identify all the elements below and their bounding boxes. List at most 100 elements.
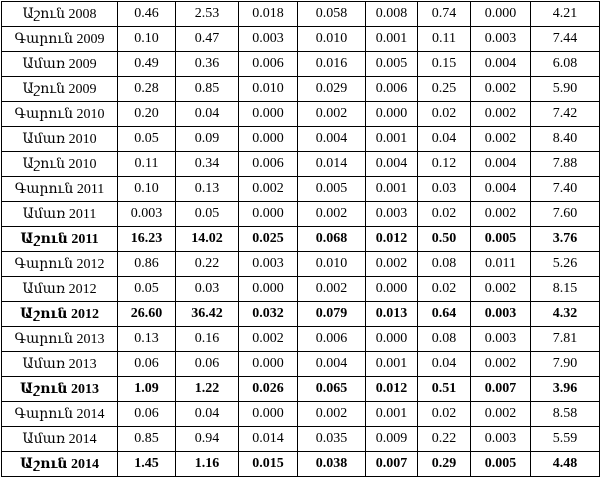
table-cell: 0.035 <box>297 426 366 452</box>
table-cell: 0.22 <box>417 426 471 452</box>
table-row: Աշուն 2009 0.28 0.85 0.010 0.029 0.006 0.25 0.0… <box>1 76 600 102</box>
table-cell: 0.002 <box>470 401 531 427</box>
table-cell: 0.018 <box>238 1 298 27</box>
table-cell: 0.006 <box>238 51 298 77</box>
table-row: Ամառ 2010 0.05 0.09 0.000 0.004 0.001 0.04 0.00… <box>1 126 600 152</box>
table-cell: 0.003 <box>470 426 531 452</box>
table-cell: 0.04 <box>417 351 471 377</box>
table-cell: 0.000 <box>238 101 298 127</box>
table-cell: 0.28 <box>117 76 176 102</box>
table-cell: 0.64 <box>417 301 471 327</box>
table-cell: 0.002 <box>297 201 366 227</box>
table-row: Աշուն 2008 0.46 2.53 0.018 0.058 0.008 0.74 0.0… <box>1 1 600 27</box>
table-cell: 0.002 <box>470 201 531 227</box>
table-cell: 0.003 <box>470 326 531 352</box>
table-cell: 0.02 <box>417 201 471 227</box>
table-cell: 5.26 <box>530 251 600 277</box>
table-cell: 0.002 <box>470 76 531 102</box>
table-cell: 0.007 <box>365 451 418 477</box>
table-cell: 0.001 <box>365 351 418 377</box>
table-cell: 0.016 <box>297 51 366 77</box>
table-cell: 14.02 <box>175 226 239 252</box>
table-cell: 4.32 <box>530 301 600 327</box>
table-cell: 2.53 <box>175 1 239 27</box>
table-row: Աշուն 2011 16.23 14.02 0.025 0.068 0.012 0.50 0… <box>1 226 600 252</box>
table-cell: 7.42 <box>530 101 600 127</box>
row-label: Ամառ 2010 <box>1 126 118 152</box>
table-cell: 0.002 <box>238 326 298 352</box>
row-label: Ամառ 2012 <box>1 276 118 302</box>
table-cell: 0.02 <box>417 276 471 302</box>
table-cell: 8.40 <box>530 126 600 152</box>
table-cell: 0.002 <box>297 276 366 302</box>
table-cell: 0.004 <box>470 151 531 177</box>
table-cell: 0.026 <box>238 376 298 402</box>
table-cell: 0.34 <box>175 151 239 177</box>
table-cell: 0.010 <box>297 251 366 277</box>
table-cell: 7.44 <box>530 26 600 52</box>
table-cell: 0.25 <box>417 76 471 102</box>
table-cell: 0.009 <box>365 426 418 452</box>
table-row: Աշուն 2014 1.45 1.16 0.015 0.038 0.007 0.29 0.0… <box>1 451 600 477</box>
table-cell: 0.003 <box>238 251 298 277</box>
table-cell: 7.81 <box>530 326 600 352</box>
table-cell: 0.02 <box>417 101 471 127</box>
table-cell: 0.001 <box>365 126 418 152</box>
table-cell: 0.02 <box>417 401 471 427</box>
table-cell: 0.04 <box>175 101 239 127</box>
table-cell: 0.13 <box>175 176 239 202</box>
table-cell: 0.005 <box>470 226 531 252</box>
table-cell: 0.000 <box>238 126 298 152</box>
table-cell: 5.90 <box>530 76 600 102</box>
table-cell: 5.59 <box>530 426 600 452</box>
row-label: Գարուն 2011 <box>1 176 118 202</box>
table-cell: 0.85 <box>175 76 239 102</box>
table-cell: 4.21 <box>530 1 600 27</box>
row-label: Գարուն 2009 <box>1 26 118 52</box>
table-cell: 1.22 <box>175 376 239 402</box>
table-cell: 0.002 <box>238 176 298 202</box>
table-cell: 0.94 <box>175 426 239 452</box>
table-row: Աշուն 2010 0.11 0.34 0.006 0.014 0.004 0.12 0.0… <box>1 151 600 177</box>
table-cell: 0.03 <box>175 276 239 302</box>
table-cell: 0.85 <box>117 426 176 452</box>
table-cell: 0.004 <box>365 151 418 177</box>
table-cell: 0.029 <box>297 76 366 102</box>
table-cell: 8.58 <box>530 401 600 427</box>
table-cell: 0.005 <box>297 176 366 202</box>
table-cell: 7.40 <box>530 176 600 202</box>
table-cell: 3.96 <box>530 376 600 402</box>
table-cell: 0.03 <box>417 176 471 202</box>
table-cell: 0.04 <box>175 401 239 427</box>
table-cell: 0.002 <box>365 251 418 277</box>
table-row: Գարուն 2014 0.06 0.04 0.000 0.002 0.001 0.02 0.… <box>1 401 600 427</box>
table-cell: 26.60 <box>117 301 176 327</box>
table-cell: 0.10 <box>117 26 176 52</box>
table-cell: 0.003 <box>470 301 531 327</box>
table-row: Ամառ 2009 0.49 0.36 0.006 0.016 0.005 0.15 0.00… <box>1 51 600 77</box>
table-cell: 0.08 <box>417 326 471 352</box>
table-cell: 0.000 <box>470 1 531 27</box>
table-cell: 0.000 <box>365 276 418 302</box>
row-label: Աշուն 2010 <box>1 151 118 177</box>
table-cell: 0.05 <box>175 201 239 227</box>
row-label: Աշուն 2011 <box>1 226 118 252</box>
table-cell: 0.000 <box>365 326 418 352</box>
table-cell: 0.006 <box>297 326 366 352</box>
table-cell: 8.15 <box>530 276 600 302</box>
table-cell: 0.004 <box>297 351 366 377</box>
table-cell: 7.88 <box>530 151 600 177</box>
table-cell: 0.002 <box>297 101 366 127</box>
table-cell: 0.16 <box>175 326 239 352</box>
row-label: Աշուն 2013 <box>1 376 118 402</box>
table-cell: 0.000 <box>238 401 298 427</box>
row-label: Ամառ 2013 <box>1 351 118 377</box>
table-cell: 0.10 <box>117 176 176 202</box>
table-cell: 0.002 <box>470 351 531 377</box>
table-cell: 1.09 <box>117 376 176 402</box>
row-label: Գարուն 2014 <box>1 401 118 427</box>
table-cell: 4.48 <box>530 451 600 477</box>
table-cell: 0.74 <box>417 1 471 27</box>
table-cell: 0.002 <box>470 101 531 127</box>
table-cell: 0.06 <box>117 351 176 377</box>
